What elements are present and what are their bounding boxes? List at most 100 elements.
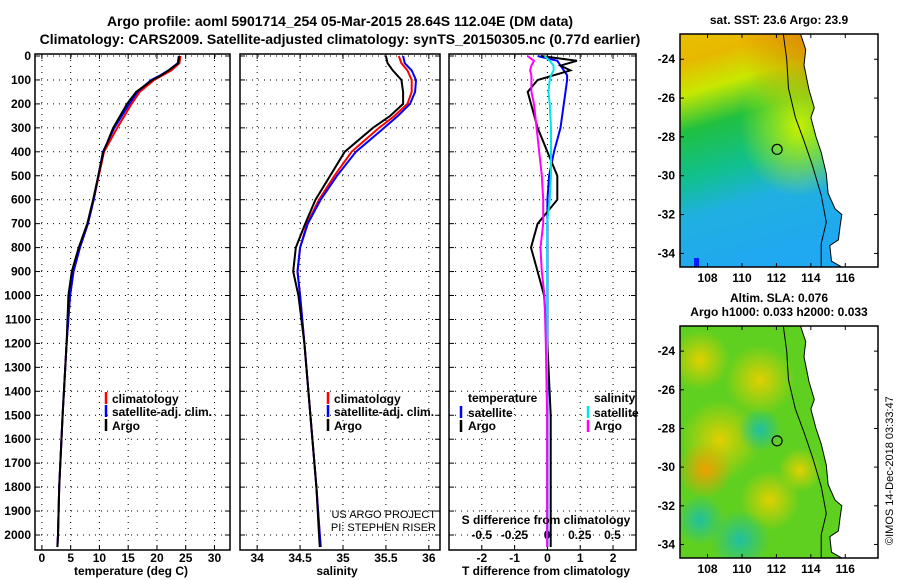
legend-label-climatology: climatology (112, 392, 179, 406)
plot-frame (34, 53, 231, 551)
temperature-panel: 0 5 10 15 20 25 300100200300400500600700800900… (4, 49, 231, 565)
y-tick-label: 1400 (4, 384, 31, 398)
lon-tick-label: 114 (801, 271, 821, 285)
lat-tick-label: -24 (658, 52, 676, 66)
lat-tick-label: -34 (658, 246, 676, 260)
plot-frame (448, 53, 637, 551)
sla-anomaly-blob (680, 330, 730, 390)
map-frame (679, 33, 879, 268)
x-tick-label: 30 (208, 551, 222, 565)
y-tick-label: 800 (11, 241, 31, 255)
t-x-tick-label: 1 (577, 551, 584, 565)
x-tick-label: 20 (150, 551, 164, 565)
series-s-argo (526, 55, 549, 547)
s-x-tick-label: -0.5 (471, 528, 492, 542)
lat-tick-label: -24 (658, 344, 676, 358)
x-tick-label: 35 (336, 551, 350, 565)
annotation-project: US ARGO PROJECT (331, 509, 436, 521)
y-tick-label: 1700 (4, 456, 31, 470)
y-tick-label: 100 (11, 73, 31, 87)
y-tick-label: 0 (24, 49, 31, 63)
sst-map-title: sat. SST: 23.6 Argo: 23.9 (710, 13, 849, 27)
lon-tick-label: 108 (698, 271, 718, 285)
sst-map-panel: 108 110 112 114 116 -24 -26 -28 -30 -32 -34 (658, 33, 879, 285)
title-line1: Argo profile: aoml 5901714_254 05-Mar-20… (107, 13, 573, 29)
y-tick-label: 600 (11, 193, 31, 207)
difference-legend: temperature satellite Argo salinity sate… (459, 391, 639, 433)
legend-label-s-satellite: satellite (594, 406, 639, 420)
salinity-xlabel: salinity (316, 564, 358, 578)
y-tick-label: 1300 (4, 360, 31, 374)
lat-tick-label: -34 (658, 537, 676, 551)
legend-label-s-argo: Argo (594, 419, 622, 433)
shelf-contour (782, 34, 827, 267)
lat-tick-label: -26 (658, 91, 676, 105)
y-tick-label: 1100 (5, 312, 31, 326)
x-tick-label: 35.5 (374, 551, 398, 565)
lat-tick-label: -30 (658, 169, 676, 183)
annotation-pi: PI: STEPHEN RISER (331, 522, 436, 534)
sla-anomaly-blob (710, 510, 770, 558)
lon-tick-label: 110 (732, 271, 752, 285)
legend-label-argo: Argo (334, 419, 362, 433)
y-tick-label: 1500 (4, 408, 31, 422)
y-tick-label: 1900 (4, 504, 31, 518)
y-tick-label: 200 (11, 97, 31, 111)
lat-tick-label: -30 (658, 460, 676, 474)
s-x-tick-label: 0.5 (604, 528, 621, 542)
y-tick-label: 700 (11, 217, 31, 231)
lat-tick-label: -32 (658, 499, 676, 513)
legend-label-satellite: satellite-adj. clim. (334, 405, 434, 419)
sla-anomaly-blob (738, 408, 782, 452)
lat-tick-label: -26 (658, 383, 676, 397)
t-x-tick-label: -1 (509, 551, 520, 565)
series-argo (56, 55, 181, 548)
lon-tick-label: 112 (767, 271, 787, 285)
y-tick-label: 400 (11, 145, 31, 159)
legend-label-climatology: climatology (334, 392, 401, 406)
legend-label-satellite: satellite-adj. clim. (112, 405, 212, 419)
lon-tick-label: 112 (767, 562, 787, 576)
y-tick-label: 1000 (4, 289, 31, 303)
gridlines (35, 54, 230, 550)
legend-label-argo: Argo (112, 419, 140, 433)
sla-map-panel: 108 110 112 114 116 -24 -26 -28 -30 -32 -34 (658, 325, 879, 576)
land-mask (799, 326, 878, 558)
sla-anomaly-blob (680, 442, 733, 498)
temperature-xlabel: temperature (deg C) (74, 564, 188, 578)
s-x-tick-label: -0.25 (501, 528, 529, 542)
legend-label-t-satellite: satellite (468, 406, 513, 420)
y-tick-label: 500 (11, 169, 31, 183)
t-x-tick-label: 0 (544, 551, 551, 565)
s-diff-xlabel: S difference from climatology (462, 513, 631, 527)
sla-map-title-line2: Argo h1000: 0.033 h2000: 0.033 (690, 305, 868, 319)
sst-cold-patch (694, 258, 699, 267)
shelf-contour (782, 326, 827, 558)
argo-position-marker (771, 435, 783, 447)
sla-anomaly-blob (725, 345, 795, 415)
map-field (680, 326, 878, 558)
map-field (680, 34, 878, 267)
x-tick-label: 15 (122, 551, 136, 565)
argo-position-marker (771, 143, 783, 155)
y-tick-label: 1200 (4, 336, 31, 350)
x-tick-label: 34.5 (288, 551, 312, 565)
lon-tick-label: 108 (698, 562, 718, 576)
lat-tick-label: -28 (658, 421, 676, 435)
credit-text: ©IMOS 14-Dec-2018 03:33:47 (884, 396, 896, 545)
x-tick-label: 25 (179, 551, 193, 565)
lon-tick-label: 116 (836, 271, 856, 285)
sla-anomaly-blob (778, 448, 822, 492)
lon-tick-label: 110 (732, 562, 752, 576)
series-argo (292, 55, 405, 548)
salinity-legend: climatology satellite-adj. clim. Argo US… (326, 392, 436, 534)
lat-tick-label: -28 (658, 130, 676, 144)
land-mask (799, 34, 878, 267)
y-tick-label: 300 (11, 121, 31, 135)
y-tick-label: 1600 (4, 432, 31, 446)
temperature-legend: climatology satellite-adj. clim. Argo (104, 392, 212, 433)
t-x-tick-label: -2 (476, 551, 487, 565)
map-frame (679, 325, 879, 559)
x-tick-label: 5 (67, 551, 74, 565)
